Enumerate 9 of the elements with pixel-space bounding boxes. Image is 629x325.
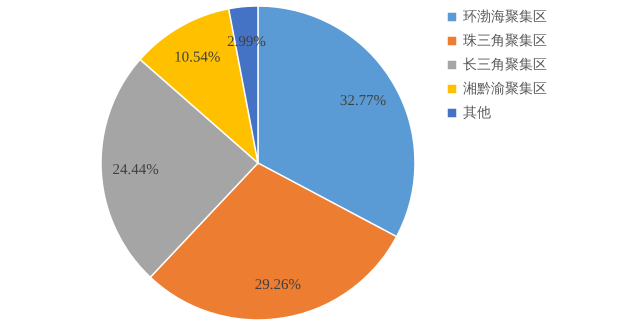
legend-label: 长三角聚集区	[463, 57, 547, 73]
data-label: 24.44%	[112, 162, 159, 178]
data-label: 29.26%	[254, 276, 302, 293]
legend-label: 湘黔渝聚集区	[463, 81, 547, 97]
legend-label: 珠三角聚集区	[463, 33, 547, 49]
legend-label: 其他	[463, 105, 491, 121]
legend-label: 环渤海聚集区	[463, 9, 547, 25]
data-label: 10.54%	[174, 50, 220, 66]
data-label: 32.77%	[340, 92, 386, 109]
